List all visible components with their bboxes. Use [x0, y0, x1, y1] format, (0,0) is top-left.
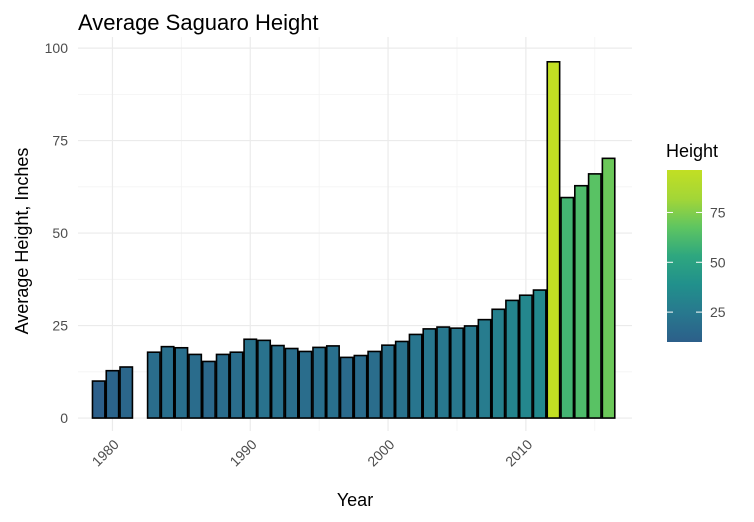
bar-2010: [518, 294, 533, 419]
bar-1981: [119, 366, 134, 419]
bar-1998: [353, 354, 368, 419]
legend-title: Height: [666, 141, 718, 161]
y-tick-label: 25: [52, 318, 68, 334]
y-axis-ticks: 0 25 50 75 100: [45, 40, 69, 426]
bar-2008: [491, 308, 506, 419]
x-tick-label: 2000: [364, 436, 397, 469]
bar-1990: [243, 338, 258, 419]
bar-1994: [298, 350, 313, 419]
bar-2005: [449, 327, 464, 419]
y-tick-label: 50: [52, 225, 68, 241]
bars: [91, 60, 616, 419]
x-tick-label: 2010: [502, 436, 535, 469]
legend: Height 25 50 75: [666, 141, 726, 342]
legend-tick-label: 75: [710, 204, 726, 220]
bar-2014: [574, 184, 589, 419]
bar-1995: [312, 346, 327, 419]
bar-2003: [422, 328, 437, 419]
bar-2016: [601, 157, 616, 419]
bar-1999: [367, 350, 382, 419]
bar-1979: [91, 380, 106, 419]
bar-2011: [532, 289, 547, 419]
x-tick-label: 1980: [89, 436, 122, 469]
legend-colorbar: [667, 170, 702, 342]
bar-1987: [201, 360, 216, 419]
legend-tick-label: 50: [710, 254, 726, 270]
bar-2013: [560, 196, 575, 419]
x-axis-ticks: 1980 1990 2000 2010: [89, 436, 536, 469]
x-tick-label: 1990: [226, 436, 259, 469]
bar-2000: [381, 344, 396, 419]
bar-1984: [160, 345, 175, 419]
legend-ticks: 25 50 75: [667, 204, 726, 320]
y-tick-label: 0: [60, 410, 68, 426]
y-tick-label: 75: [52, 133, 68, 149]
bar-1993: [284, 347, 299, 419]
bar-2004: [436, 326, 451, 419]
bar-2012: [546, 60, 561, 419]
bar-1985: [174, 346, 189, 419]
bar-2006: [463, 325, 478, 419]
bar-1992: [270, 344, 285, 419]
bar-2015: [587, 173, 602, 419]
bar-1983: [146, 351, 161, 419]
bar-1980: [105, 369, 120, 419]
bar-1996: [325, 345, 340, 419]
bar-1997: [339, 356, 354, 419]
bar-2009: [505, 299, 520, 419]
bar-1988: [215, 353, 230, 419]
bar-1991: [257, 339, 272, 419]
legend-tick-label: 25: [710, 304, 726, 320]
chart-title: Average Saguaro Height: [78, 10, 319, 35]
bar-2002: [408, 333, 423, 419]
bar-1989: [229, 351, 244, 419]
bar-1986: [188, 353, 203, 419]
bar-2001: [394, 340, 409, 419]
y-axis-title: Average Height, Inches: [12, 148, 32, 335]
bar-2007: [477, 318, 492, 419]
y-tick-label: 100: [45, 40, 69, 56]
x-axis-title: Year: [337, 490, 373, 510]
